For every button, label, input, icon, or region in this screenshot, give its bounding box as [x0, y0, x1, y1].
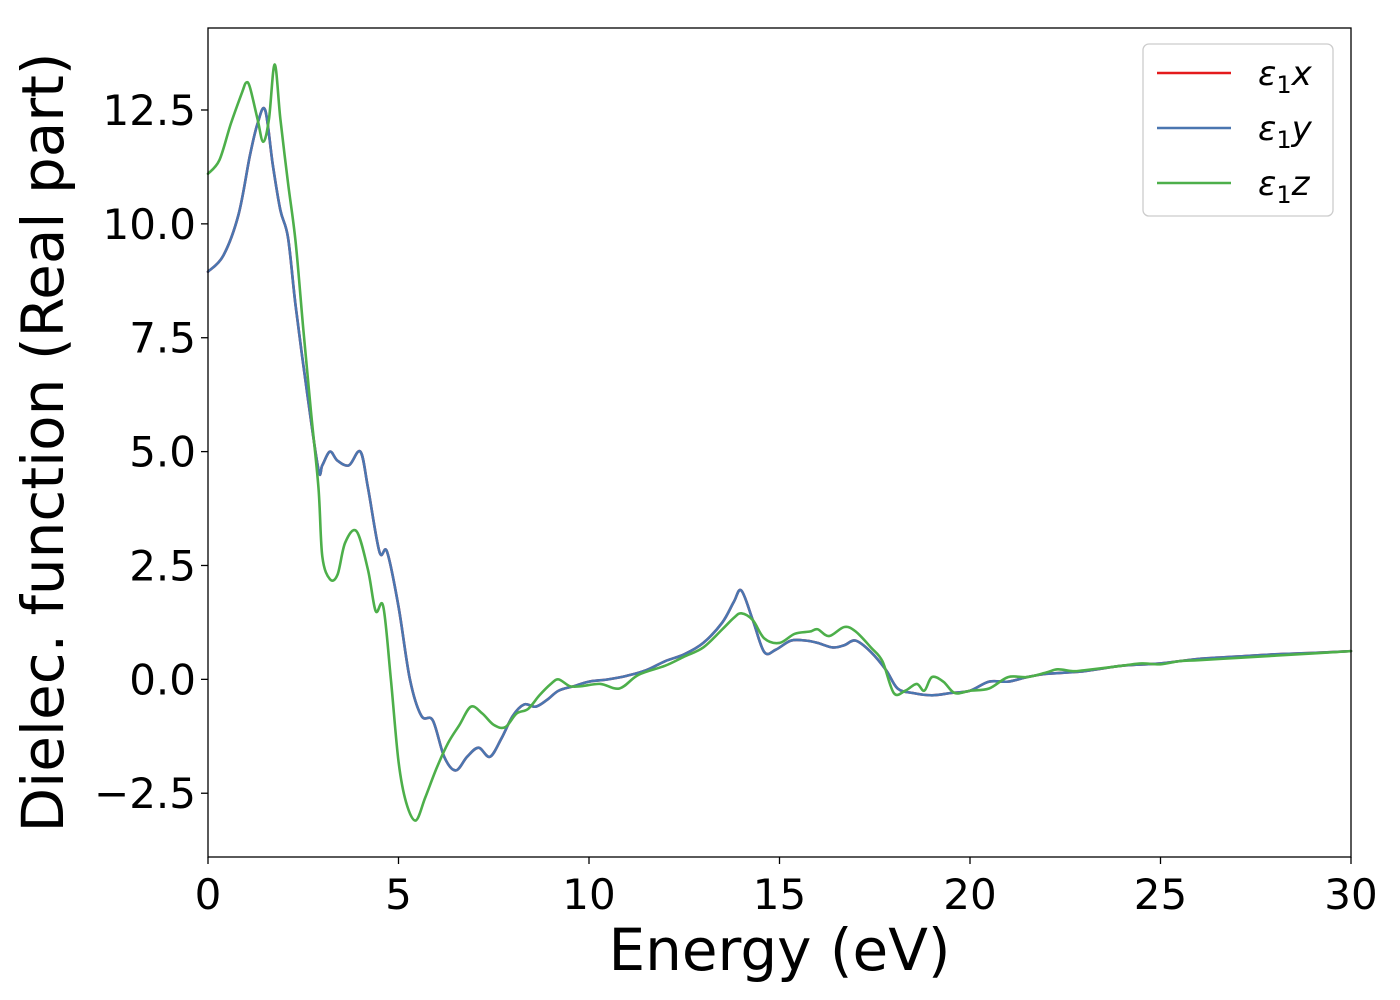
- y-tick-label: 2.5: [129, 541, 196, 590]
- x-tick-label: 10: [562, 870, 615, 919]
- x-tick-label: 20: [943, 870, 996, 919]
- x-tick-label: 25: [1134, 870, 1187, 919]
- x-tick-label: 0: [195, 870, 222, 919]
- y-tick-label: 10.0: [102, 200, 196, 249]
- x-tick-label: 5: [385, 870, 412, 919]
- legend: ε1x ε1y ε1z: [1142, 43, 1334, 217]
- series-line-z: [206, 63, 1353, 822]
- y-axis-label: Dielec. function (Real part): [9, 52, 77, 832]
- y-tick-label: 0.0: [129, 655, 196, 704]
- legend-label-x: ε1x: [1258, 54, 1313, 99]
- x-axis-label: Energy (eV): [608, 916, 950, 984]
- y-tick-label: 5.0: [129, 428, 196, 477]
- y-axis-ticks: −2.5 0.0 2.5 5.0 7.5 10.0 12.5: [94, 86, 208, 818]
- x-tick-label: 30: [1324, 870, 1377, 919]
- legend-label-z: ε1z: [1258, 164, 1311, 209]
- x-tick-label: 15: [753, 870, 806, 919]
- y-tick-label: 12.5: [102, 86, 196, 135]
- legend-label-y: ε1y: [1258, 109, 1313, 154]
- y-tick-label: 7.5: [129, 314, 196, 363]
- legend-box: [1142, 43, 1334, 217]
- x-axis-ticks: 0 5 10 15 20 25 30: [195, 857, 1378, 919]
- series-layer: [206, 63, 1353, 822]
- y-tick-label: −2.5: [94, 769, 196, 818]
